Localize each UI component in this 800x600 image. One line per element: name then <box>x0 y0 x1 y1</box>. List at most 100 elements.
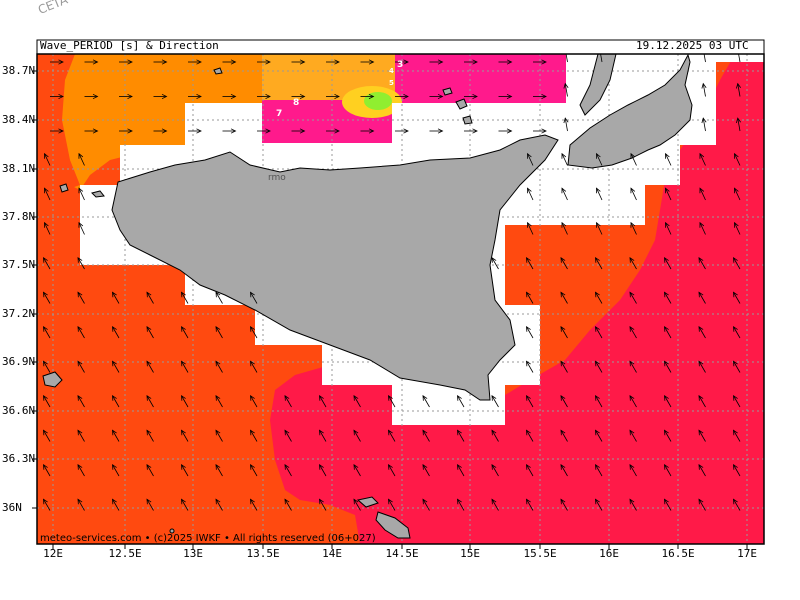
direction-arrow <box>181 463 189 477</box>
island-small-3 <box>213 67 223 75</box>
direction-arrow <box>560 291 568 304</box>
direction-arrow <box>698 325 706 339</box>
direction-arrow <box>326 93 340 100</box>
direction-arrow <box>222 93 237 100</box>
direction-arrow <box>527 187 534 201</box>
direction-arrow <box>50 128 64 134</box>
direction-arrow <box>664 256 672 270</box>
direction-arrow <box>78 152 85 166</box>
direction-arrow <box>326 59 340 65</box>
direction-arrow <box>733 360 741 373</box>
direction-arrow <box>629 325 637 339</box>
direction-arrow <box>77 325 85 339</box>
direction-arrow <box>250 429 258 442</box>
direction-arrow <box>215 360 223 373</box>
direction-arrow <box>77 394 85 408</box>
direction-arrow <box>215 498 223 511</box>
lat-label: 38.1N <box>2 162 36 175</box>
direction-arrow <box>664 463 672 477</box>
direction-arrow <box>388 463 396 477</box>
direction-arrow <box>595 360 603 373</box>
direction-arrow <box>43 256 51 270</box>
direction-arrow <box>388 394 396 408</box>
direction-arrow <box>733 291 741 304</box>
direction-arrow <box>698 256 706 270</box>
direction-arrow <box>181 429 189 442</box>
direction-arrow <box>291 93 306 100</box>
lon-label: 14.5E <box>385 547 419 560</box>
direction-arrow <box>146 463 154 477</box>
direction-arrow <box>664 394 672 408</box>
direction-arrow <box>563 117 569 132</box>
map-timestamp: 19.12.2025 03 UTC <box>636 39 749 52</box>
direction-arrow <box>44 152 51 166</box>
lat-label: 37.8N <box>2 210 36 223</box>
direction-arrow <box>464 59 478 65</box>
direction-arrow <box>250 498 258 511</box>
direction-arrow <box>429 59 444 65</box>
direction-arrow <box>596 221 603 235</box>
direction-arrow <box>457 394 465 408</box>
direction-arrow <box>698 360 706 373</box>
direction-arrow <box>699 221 706 235</box>
direction-arrow <box>215 394 223 408</box>
direction-arrow <box>43 360 51 373</box>
direction-arrow <box>491 498 499 511</box>
direction-arrow <box>181 325 189 339</box>
direction-arrow <box>464 128 478 134</box>
direction-arrow <box>701 82 707 97</box>
direction-arrow <box>596 152 603 166</box>
direction-arrow <box>388 498 396 511</box>
direction-arrow <box>250 394 258 408</box>
direction-arrow <box>215 291 223 304</box>
direction-arrow <box>43 394 51 408</box>
direction-arrow <box>353 498 361 511</box>
direction-arrow <box>188 93 202 100</box>
direction-arrow <box>181 498 189 511</box>
axis-ticks <box>32 70 748 549</box>
direction-arrow <box>563 54 568 63</box>
lon-label: 12.5E <box>108 547 142 560</box>
direction-arrow <box>734 152 741 166</box>
direction-arrow <box>215 429 223 442</box>
direction-arrow <box>44 187 51 201</box>
direction-arrow <box>153 93 168 100</box>
direction-arrow <box>491 429 499 442</box>
lat-label: 36.6N <box>2 404 36 417</box>
direction-arrow <box>629 394 637 408</box>
direction-arrow <box>215 463 223 477</box>
direction-arrow <box>526 463 534 477</box>
land <box>42 54 693 539</box>
direction-arrow <box>360 93 375 100</box>
direction-arrow <box>153 128 168 134</box>
direction-arrow <box>284 394 292 408</box>
direction-arrow <box>560 360 568 373</box>
map-title: Wave_PERIOD [s] & Direction <box>40 39 219 52</box>
direction-arrow <box>630 221 637 235</box>
direction-arrow <box>527 221 534 235</box>
direction-arrow <box>560 463 568 477</box>
direction-arrow <box>595 429 603 442</box>
direction-arrow <box>464 93 478 100</box>
direction-arrow <box>733 325 741 339</box>
direction-arrow <box>736 54 741 63</box>
direction-arrow <box>526 394 534 408</box>
direction-arrow <box>560 498 568 511</box>
direction-arrow <box>527 152 534 166</box>
pantelleria <box>42 371 63 388</box>
direction-arrow <box>630 187 637 201</box>
direction-arrows <box>43 54 741 511</box>
direction-arrow <box>112 325 120 339</box>
direction-arrow <box>181 394 189 408</box>
direction-arrow <box>595 291 603 304</box>
direction-arrow <box>284 498 292 511</box>
direction-arrow <box>665 221 672 235</box>
direction-arrow <box>353 394 361 408</box>
copyright-credit: meteo-services.com • (c)2025 IWKF • All … <box>40 533 376 544</box>
direction-arrow <box>735 117 741 132</box>
direction-arrow <box>222 128 237 134</box>
direction-arrow <box>698 394 706 408</box>
salina <box>455 98 468 110</box>
